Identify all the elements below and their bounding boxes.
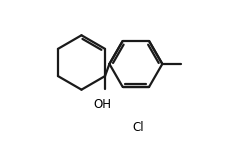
Text: Cl: Cl bbox=[132, 121, 144, 134]
Text: OH: OH bbox=[93, 98, 111, 111]
